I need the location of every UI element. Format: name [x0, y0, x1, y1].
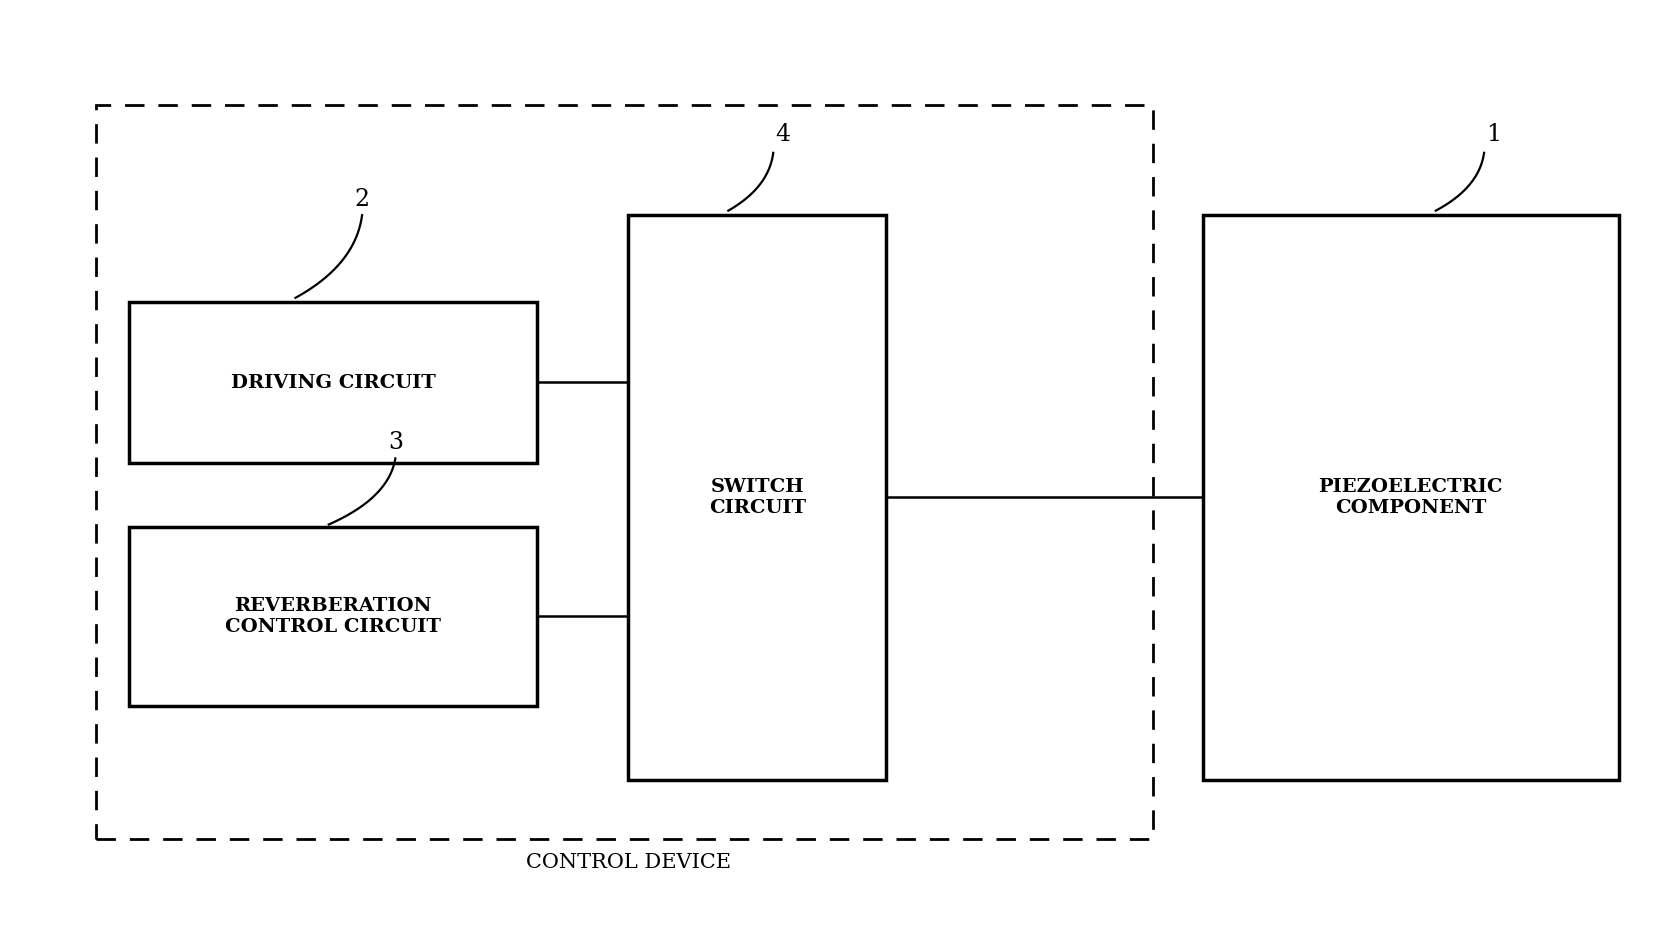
Text: REVERBERATION
CONTROL CIRCUIT: REVERBERATION CONTROL CIRCUIT	[224, 597, 442, 636]
Text: CONTROL DEVICE: CONTROL DEVICE	[525, 853, 731, 872]
Text: 1: 1	[1487, 123, 1502, 146]
Bar	[129, 303, 537, 463]
Text: SWITCH
CIRCUIT: SWITCH CIRCUIT	[709, 478, 806, 517]
Bar	[95, 106, 1153, 839]
Text: 2: 2	[355, 188, 370, 210]
Bar	[629, 215, 887, 780]
Text: PIEZOELECTRIC
COMPONENT: PIEZOELECTRIC COMPONENT	[1318, 478, 1502, 517]
Text: 3: 3	[388, 431, 403, 454]
Bar	[129, 527, 537, 707]
Bar	[1203, 215, 1619, 780]
Text: 4: 4	[776, 123, 791, 146]
Text: DRIVING CIRCUIT: DRIVING CIRCUIT	[231, 374, 435, 392]
